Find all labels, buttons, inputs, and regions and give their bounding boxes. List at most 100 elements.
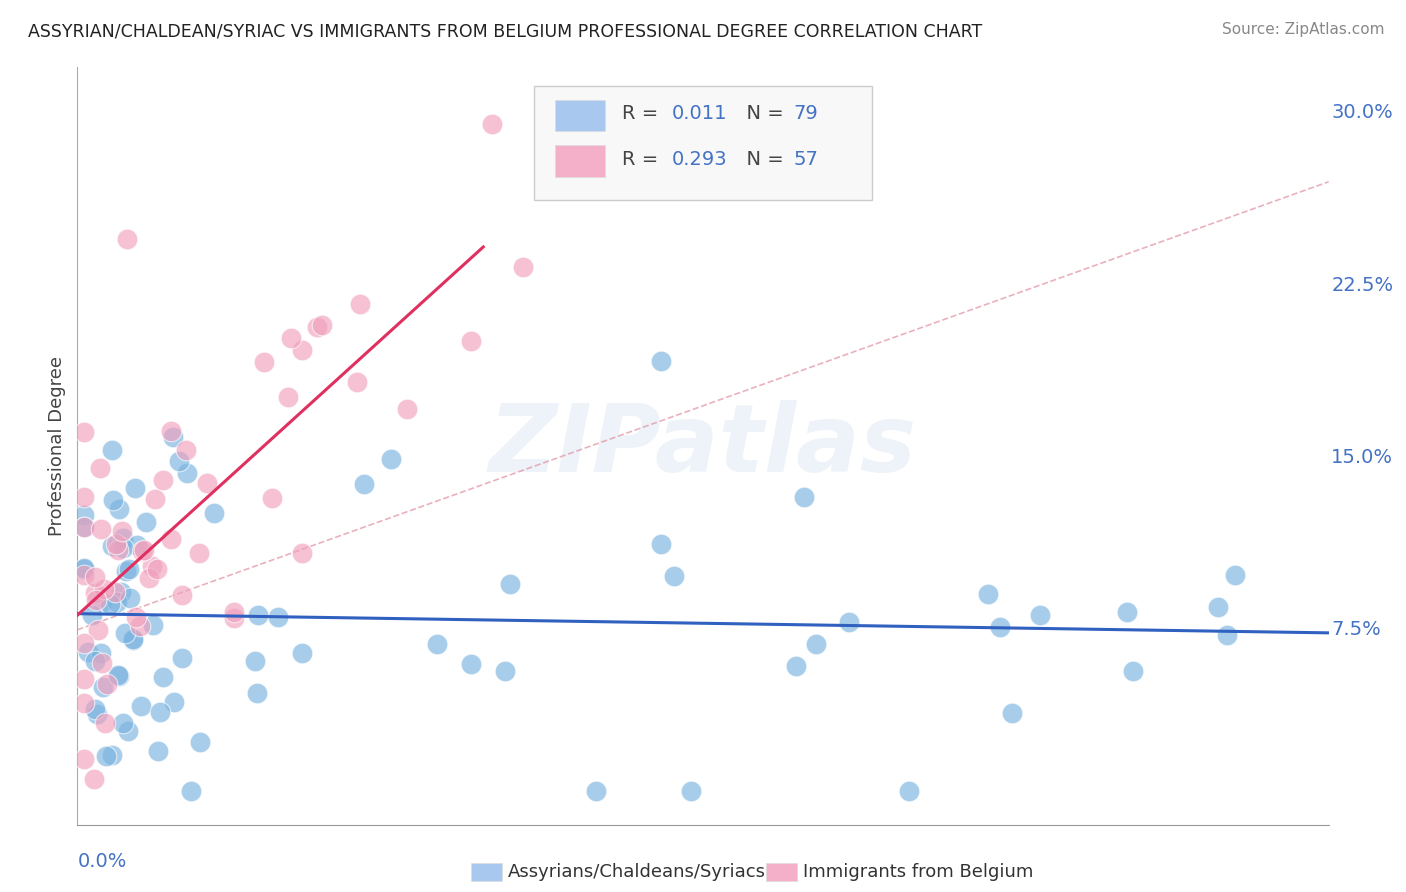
Point [353, 476, 375, 491]
Point [107, 668, 129, 682]
Point [124, 482, 146, 496]
Point [111, 541, 134, 555]
Point [111, 524, 134, 539]
Point [103, 493, 125, 508]
Text: N =: N = [734, 150, 790, 169]
Point [72, 490, 94, 504]
Point [112, 531, 135, 545]
Point [72, 636, 94, 650]
Point [83, 655, 105, 669]
Point [1206, 599, 1229, 614]
Point [107, 668, 129, 682]
Point [160, 532, 183, 546]
Point [149, 706, 172, 720]
Point [988, 620, 1011, 634]
Point [118, 591, 141, 605]
Bar [555, 145, 606, 177]
Text: 7.5%: 7.5% [1331, 620, 1381, 640]
Point [72, 562, 94, 576]
Text: 22.5%: 22.5% [1331, 276, 1393, 294]
Point [195, 476, 218, 491]
Point [96, 677, 118, 691]
Point [108, 501, 131, 516]
Point [291, 343, 314, 358]
Point [115, 564, 138, 578]
Point [72, 561, 94, 575]
Point [1122, 664, 1144, 678]
Point [246, 608, 269, 623]
Point [90, 647, 112, 661]
Point [380, 452, 402, 467]
Point [94, 749, 117, 764]
Point [172, 588, 194, 602]
Point [118, 562, 141, 576]
Text: R =: R = [621, 104, 664, 123]
Point [72, 752, 94, 766]
Point [84, 586, 107, 600]
Point [125, 538, 148, 552]
Point [262, 491, 284, 505]
Point [267, 609, 290, 624]
Point [83, 569, 105, 583]
Text: N =: N = [734, 104, 790, 123]
Point [224, 611, 246, 625]
Point [1000, 706, 1022, 721]
Point [280, 330, 302, 344]
Point [494, 664, 516, 678]
Point [72, 520, 94, 534]
Point [291, 546, 314, 560]
Point [785, 659, 807, 673]
Point [138, 571, 160, 585]
Point [104, 537, 127, 551]
Point [349, 297, 371, 311]
Point [426, 636, 449, 650]
Point [253, 355, 276, 369]
Point [176, 467, 198, 481]
Point [396, 401, 419, 416]
Point [170, 651, 193, 665]
FancyBboxPatch shape [534, 86, 872, 200]
Text: ZIPatlas: ZIPatlas [489, 400, 917, 492]
Point [129, 699, 152, 714]
Point [134, 543, 156, 558]
Point [77, 645, 100, 659]
Point [1116, 605, 1139, 619]
Point [125, 610, 148, 624]
Point [114, 625, 136, 640]
Point [104, 585, 127, 599]
Point [131, 544, 153, 558]
Point [346, 375, 368, 389]
Text: ASSYRIAN/CHALDEAN/SYRIAC VS IMMIGRANTS FROM BELGIUM PROFESSIONAL DEGREE CORRELAT: ASSYRIAN/CHALDEAN/SYRIAC VS IMMIGRANTS F… [28, 22, 983, 40]
Y-axis label: Professional Degree: Professional Degree [48, 356, 66, 536]
Point [72, 568, 94, 582]
Point [152, 670, 174, 684]
Point [305, 320, 328, 334]
Point [585, 783, 607, 797]
Point [91, 680, 114, 694]
Point [681, 783, 703, 797]
Point [460, 334, 482, 348]
Point [499, 577, 522, 591]
Point [72, 673, 94, 687]
Point [117, 723, 139, 738]
Point [245, 654, 267, 668]
Point [93, 582, 115, 596]
Point [202, 506, 225, 520]
Point [84, 701, 107, 715]
Point [83, 772, 105, 786]
Text: Immigrants from Belgium: Immigrants from Belgium [803, 863, 1033, 881]
Text: Source: ZipAtlas.com: Source: ZipAtlas.com [1222, 22, 1385, 37]
Point [90, 595, 112, 609]
Point [72, 508, 94, 523]
Point [246, 686, 269, 700]
Point [146, 562, 169, 576]
Text: 30.0%: 30.0% [1331, 103, 1393, 122]
Point [101, 539, 124, 553]
Point [82, 608, 104, 623]
Point [101, 747, 124, 762]
Point [188, 734, 211, 748]
Point [111, 716, 134, 731]
Point [898, 783, 921, 797]
Point [167, 454, 190, 468]
Point [100, 442, 122, 457]
